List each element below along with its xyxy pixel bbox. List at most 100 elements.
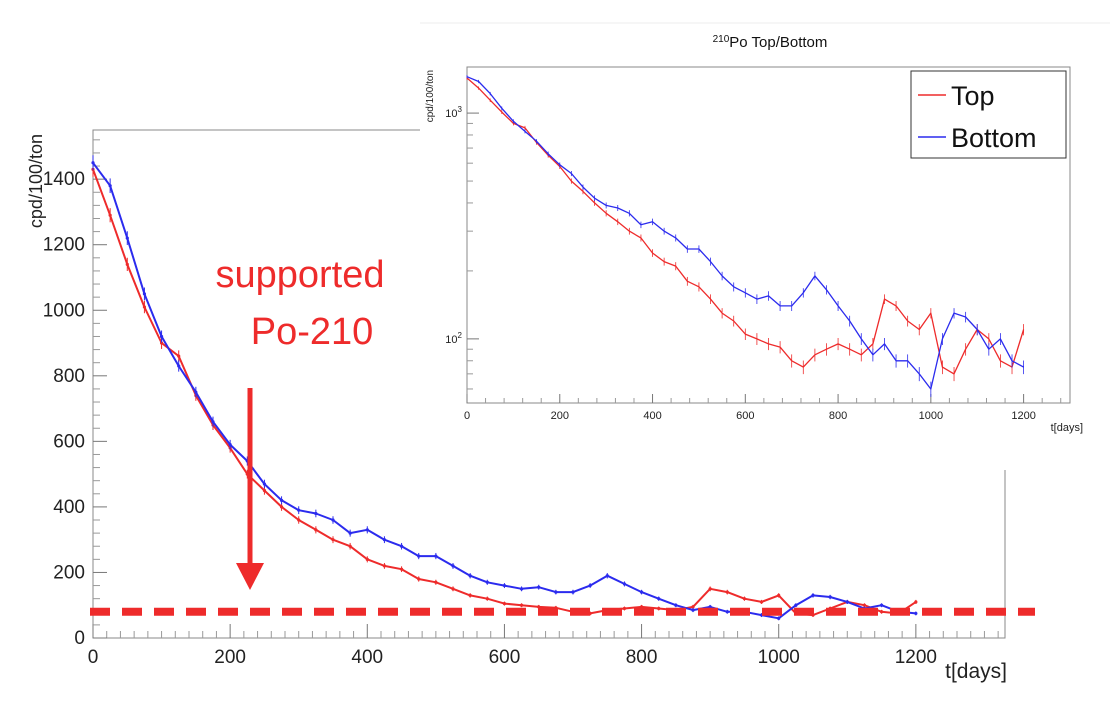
annotation-line-1: supported bbox=[215, 254, 384, 296]
annotation-line-2: Po-210 bbox=[251, 311, 374, 353]
main-data-point bbox=[297, 508, 301, 512]
main-data-point bbox=[177, 354, 181, 358]
main-data-point bbox=[588, 583, 592, 588]
main-x-tick-label: 200 bbox=[214, 647, 246, 668]
inset-legend: Top Bottom bbox=[910, 70, 1067, 159]
main-data-point bbox=[262, 482, 267, 486]
main-data-point bbox=[777, 593, 781, 597]
main-data-point bbox=[262, 488, 267, 493]
main-data-point bbox=[348, 544, 352, 548]
main-data-point bbox=[451, 564, 455, 568]
inset-y-tick-label: 103 bbox=[445, 105, 462, 120]
inset-x-axis-title: t[days] bbox=[1051, 422, 1083, 434]
main-data-point bbox=[879, 603, 884, 607]
main-data-point bbox=[622, 606, 627, 611]
supported-po210-annotation: supported Po-210 bbox=[215, 254, 385, 590]
main-x-tick-label: 1000 bbox=[758, 647, 800, 668]
main-data-point bbox=[365, 557, 369, 561]
legend-box bbox=[910, 70, 1067, 159]
main-data-point bbox=[108, 184, 112, 188]
main-data-point bbox=[468, 574, 472, 578]
main-data-point bbox=[417, 554, 421, 558]
main-data-point bbox=[485, 580, 489, 584]
main-data-point bbox=[297, 518, 301, 522]
main-data-point bbox=[537, 585, 541, 589]
main-data-point bbox=[279, 498, 284, 502]
main-data-point bbox=[725, 610, 729, 614]
main-data-point bbox=[657, 597, 661, 601]
main-data-point bbox=[125, 262, 129, 266]
main-data-point bbox=[142, 292, 147, 296]
main-data-point bbox=[519, 603, 524, 607]
inset-x-tick-label: 800 bbox=[829, 410, 847, 422]
main-data-point bbox=[159, 341, 164, 345]
main-data-point bbox=[777, 616, 781, 620]
main-data-point bbox=[331, 538, 335, 542]
main-data-point bbox=[91, 161, 95, 165]
main-data-point bbox=[708, 587, 712, 591]
inset-x-tick-label: 1200 bbox=[1011, 410, 1035, 422]
inset-x-tick-label: 400 bbox=[643, 410, 661, 422]
main-data-point bbox=[382, 564, 387, 568]
main-data-point bbox=[622, 582, 627, 586]
main-x-tick-label: 0 bbox=[88, 647, 99, 668]
main-data-point bbox=[845, 600, 849, 604]
inset-chart: 210Po Top/Bottom 0 200 400 600 800 1000 1200 10… bbox=[420, 22, 1110, 470]
main-data-point bbox=[108, 213, 112, 217]
main-y-tick-label: 1000 bbox=[43, 300, 85, 321]
main-data-point bbox=[914, 611, 918, 616]
main-data-point bbox=[382, 538, 387, 542]
main-x-axis-title: t[days] bbox=[945, 660, 1007, 683]
main-x-tick-label: 600 bbox=[489, 647, 521, 668]
main-data-point bbox=[639, 605, 644, 609]
main-data-point bbox=[759, 600, 764, 604]
inset-x-tick-label: 600 bbox=[736, 410, 754, 422]
legend-label-top: Top bbox=[951, 81, 995, 111]
main-data-point bbox=[657, 606, 661, 611]
main-data-point bbox=[914, 600, 918, 604]
main-data-point bbox=[639, 590, 644, 594]
main-data-point bbox=[691, 605, 695, 609]
inset-y-tick-label: 102 bbox=[445, 331, 462, 346]
main-data-point bbox=[811, 593, 815, 597]
main-data-point bbox=[314, 528, 318, 532]
main-data-point bbox=[554, 590, 558, 594]
main-data-point bbox=[365, 528, 369, 532]
main-data-point bbox=[502, 601, 507, 606]
inset-plot-frame bbox=[466, 66, 1071, 404]
main-data-point bbox=[794, 603, 798, 607]
main-data-point bbox=[691, 608, 695, 612]
main-data-point bbox=[742, 597, 747, 601]
main-data-point bbox=[708, 605, 712, 609]
inset-x-tick-label: 200 bbox=[551, 410, 569, 422]
main-data-point bbox=[879, 610, 884, 614]
main-data-point bbox=[194, 390, 198, 394]
inset-title-sup: 210 bbox=[713, 34, 730, 45]
main-data-point bbox=[537, 605, 541, 609]
main-y-tick-label: 800 bbox=[53, 366, 85, 387]
main-y-tick-label: 1400 bbox=[43, 169, 85, 190]
main-data-point bbox=[142, 305, 147, 309]
inset-title: 210Po Top/Bottom bbox=[713, 34, 828, 51]
main-data-point bbox=[177, 364, 181, 368]
main-chart: 0 200 400 600 800 1000 1200 0 200 400 600 800 1000 12… bbox=[26, 129, 1035, 683]
annotation-arrow-head bbox=[236, 563, 264, 590]
main-data-point bbox=[571, 590, 575, 594]
main-data-point bbox=[605, 574, 609, 578]
main-y-tick-label: 400 bbox=[53, 497, 85, 518]
inset-x-tick-label: 1000 bbox=[919, 410, 943, 422]
main-data-point bbox=[211, 420, 215, 424]
main-x-tick-label: 800 bbox=[626, 647, 658, 668]
inset-x-tick-label: 0 bbox=[464, 410, 470, 422]
main-y-tick-label: 200 bbox=[53, 562, 85, 583]
main-y-axis-title: cpd/100/ton bbox=[26, 134, 46, 228]
main-data-point bbox=[828, 595, 832, 599]
main-data-point bbox=[519, 587, 524, 591]
main-data-point bbox=[399, 567, 404, 571]
main-data-point bbox=[348, 531, 352, 535]
main-x-tick-label: 1200 bbox=[895, 647, 937, 668]
main-data-point bbox=[399, 544, 404, 548]
main-data-point bbox=[331, 518, 335, 522]
main-data-point bbox=[159, 334, 164, 339]
